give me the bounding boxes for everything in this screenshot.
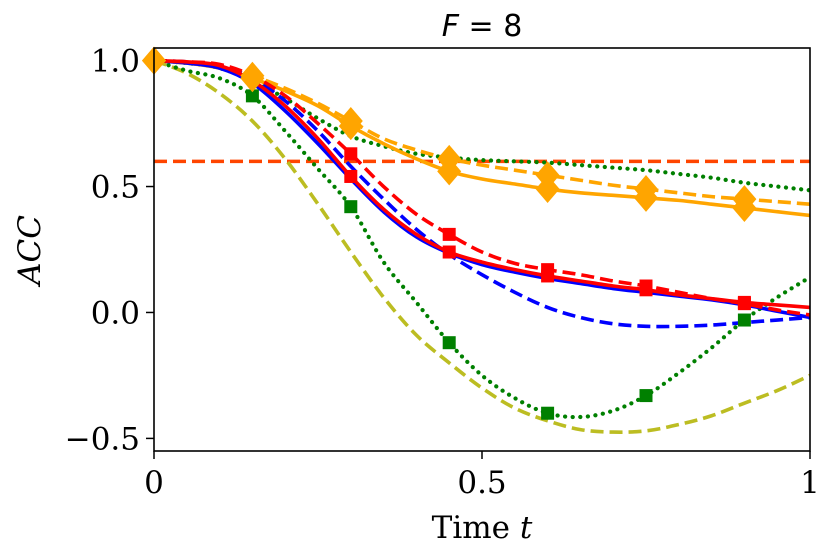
data-point-square	[639, 283, 653, 297]
data-point-diamond	[240, 64, 265, 93]
data-point-square	[245, 89, 259, 103]
data-point-square	[442, 227, 456, 241]
data-point-square	[344, 169, 358, 183]
data-point-diamond	[732, 193, 757, 222]
x-axis-label: Time t	[432, 510, 533, 546]
x-axis-label-var: t	[520, 510, 533, 546]
series-line	[154, 58, 810, 434]
series-line	[154, 58, 810, 310]
title-var: F	[442, 9, 460, 44]
title-rest: = 8	[459, 9, 522, 44]
x-tick-label: 0	[144, 465, 164, 501]
data-point-square	[737, 313, 751, 327]
chart-title: F = 8	[442, 9, 523, 44]
y-tick-label: 1.0	[91, 44, 140, 80]
data-point-square	[344, 147, 358, 161]
series-line	[154, 58, 810, 218]
data-point-square	[442, 336, 456, 350]
y-tick-label: −0.5	[65, 421, 140, 457]
data-point-square	[541, 269, 555, 283]
series-line	[154, 58, 810, 420]
data-point-square	[737, 295, 751, 309]
data-point-square	[639, 389, 653, 403]
x-tick-label: 0.5	[457, 465, 506, 501]
axis-ticks: −0.5 0.0 0.5 1.0 0 0.5 1	[65, 44, 820, 501]
plot-frame	[153, 47, 811, 452]
data-point-diamond	[437, 157, 462, 186]
data-point-square	[442, 245, 456, 259]
series-line	[154, 58, 810, 206]
data-point-diamond	[535, 175, 560, 204]
x-axis-label-text: Time	[432, 510, 520, 546]
data-point-diamond	[338, 112, 363, 141]
data-point-square	[541, 406, 555, 420]
series-layer	[154, 58, 810, 434]
y-tick-label: 0.0	[91, 295, 140, 331]
x-tick-label: 1	[800, 465, 820, 501]
y-tick-label: 0.5	[91, 170, 140, 206]
data-point-square	[344, 200, 358, 214]
data-point-diamond	[634, 183, 658, 212]
markers-layer	[142, 46, 757, 420]
y-axis-label: ACC	[12, 215, 48, 288]
series-line	[154, 58, 810, 329]
